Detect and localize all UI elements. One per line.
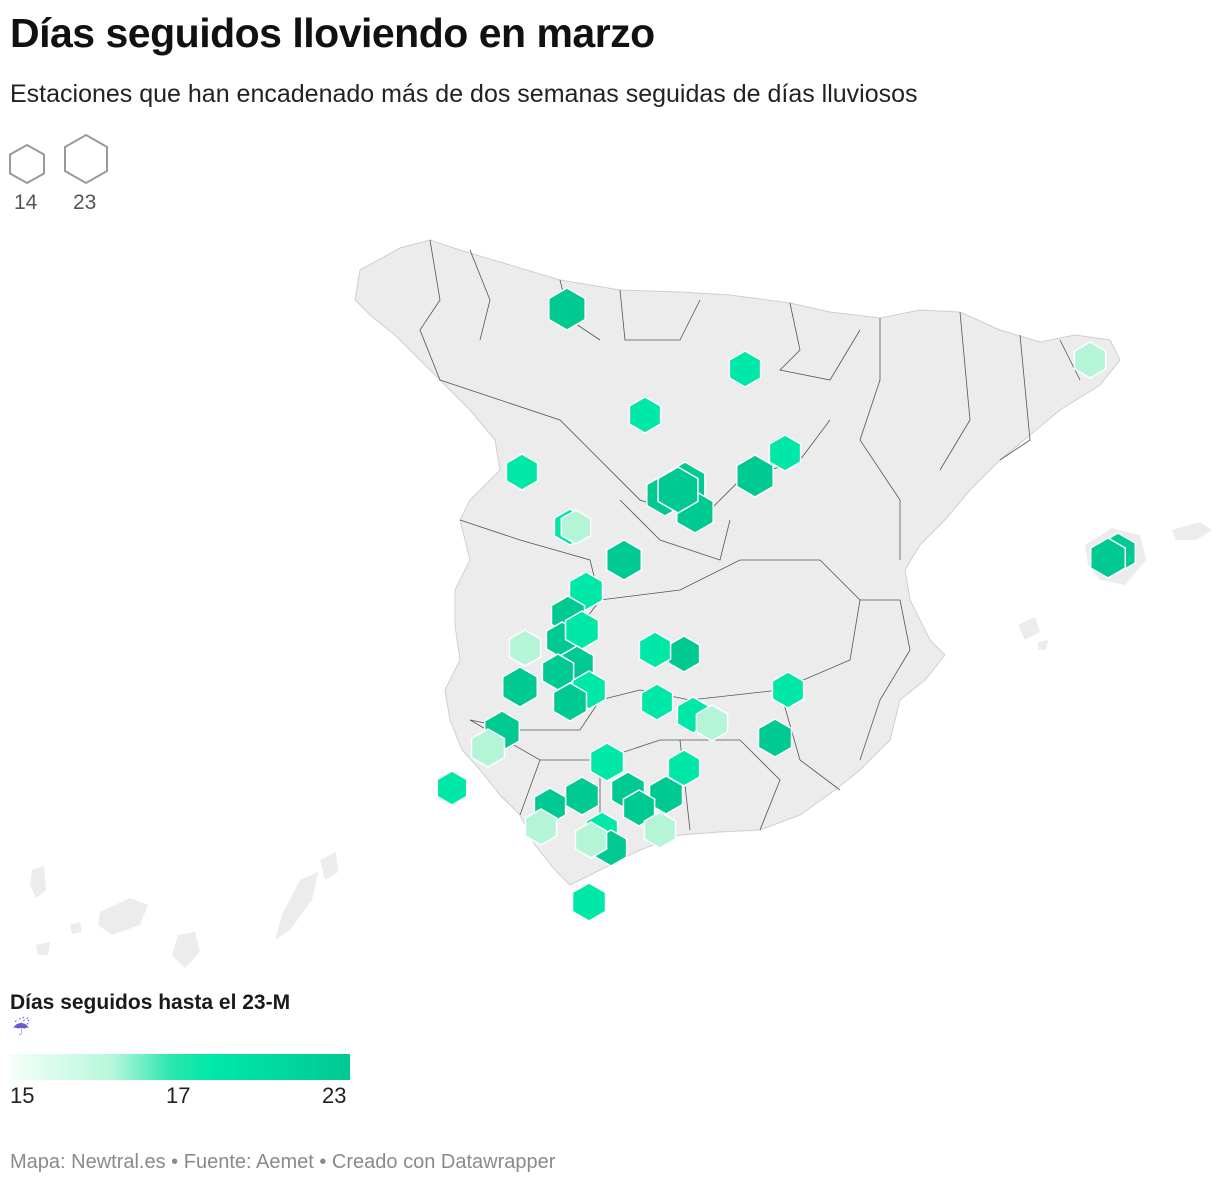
size-legend-hexagons — [9, 133, 108, 185]
canarias-gran-canaria-land — [172, 932, 200, 968]
station-hexagon — [505, 453, 539, 491]
map-area — [0, 230, 1220, 980]
station-hexagon — [524, 808, 558, 846]
border-andalucia — [469, 719, 781, 840]
station-hexagon — [1073, 341, 1107, 379]
station-hexagon — [564, 776, 600, 816]
border-galicia — [419, 239, 501, 401]
station-hexagon — [436, 770, 468, 806]
canarias-la-palma-land — [30, 866, 46, 898]
border-navarra — [779, 302, 861, 381]
station-hexagon — [571, 882, 607, 922]
station-hexagon — [736, 454, 774, 498]
size-legend-label-small: 14 — [14, 191, 38, 214]
station-hexagon — [628, 396, 662, 434]
station-hexagon — [605, 539, 643, 581]
menorca-land — [1172, 522, 1212, 540]
province-borders — [419, 239, 1081, 840]
station-hexagon — [771, 671, 805, 709]
border-catalonia — [999, 334, 1081, 461]
canarias-fuerteventura-land — [275, 872, 318, 940]
border-murcia — [779, 689, 841, 791]
station-hexagon — [1089, 537, 1127, 579]
canarias-lanzarote-land — [320, 852, 338, 880]
source-footer: Mapa: Newtral.es • Fuente: Aemet • Cread… — [10, 1151, 556, 1173]
station-hexagon — [589, 742, 625, 782]
station-hexagon — [757, 718, 793, 758]
color-legend-gradient — [10, 1054, 350, 1080]
canarias-tenerife-land — [98, 898, 148, 935]
station-hexagon — [622, 789, 656, 827]
border-aragon — [859, 311, 971, 560]
ibiza-land — [1018, 617, 1040, 640]
station-hexagon — [470, 728, 506, 768]
color-legend-title: Días seguidos hasta el 23-M — [10, 991, 291, 1014]
size-legend-label-large: 23 — [73, 191, 97, 214]
station-hexagon — [638, 631, 672, 669]
station-hexagon — [640, 683, 674, 721]
formentera-land — [1038, 640, 1048, 650]
spain-map — [30, 239, 1212, 968]
station-hexagon — [648, 775, 684, 815]
station-hexagon — [667, 749, 701, 787]
station-hexagon — [560, 509, 592, 545]
border-madrid — [619, 499, 731, 561]
station-hexagon — [768, 434, 802, 472]
size-legend-hexagon-small — [9, 143, 45, 185]
size-legend-hexagon-large — [64, 133, 108, 185]
station-hexagon — [552, 682, 588, 722]
peninsula-land — [354, 239, 1121, 886]
station-hexagon — [728, 350, 762, 388]
station-hexagon — [548, 287, 586, 331]
station-hexagon — [657, 466, 699, 514]
size-legend — [8, 132, 118, 218]
chart-title: Días seguidos lloviendo en marzo — [10, 10, 655, 56]
station-hexagon — [508, 629, 542, 667]
umbrella-rain-icon: ☔ — [12, 1018, 30, 1040]
station-hexagons — [436, 287, 1137, 922]
chart-subtitle: Estaciones que han encadenado más de dos… — [10, 80, 918, 108]
station-hexagon — [568, 571, 604, 611]
station-hexagon — [501, 666, 539, 708]
color-legend-tick-max: 23 — [322, 1083, 347, 1108]
station-hexagon — [643, 811, 677, 849]
station-hexagon — [574, 821, 608, 859]
canarias-gomera-land — [70, 922, 82, 934]
border-valencia — [859, 599, 911, 761]
color-legend-tick-min: 15 — [10, 1083, 35, 1108]
station-hexagon — [695, 704, 729, 742]
color-legend-tick-mid: 17 — [166, 1083, 191, 1108]
canarias-hierro-land — [36, 942, 50, 955]
